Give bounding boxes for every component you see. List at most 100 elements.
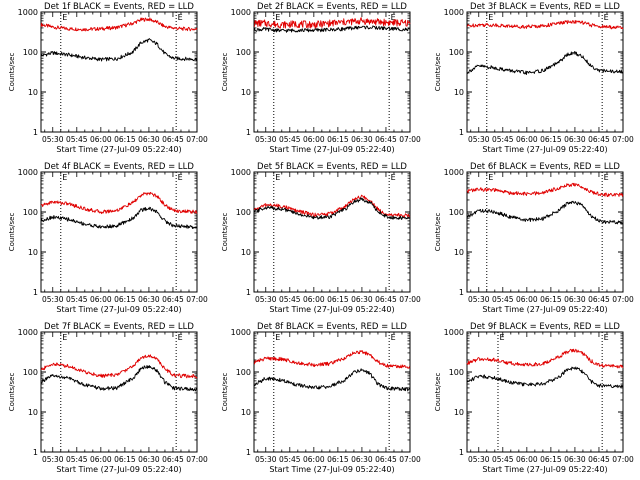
x-tick-label: 06:00 <box>303 135 325 144</box>
event-marker-label: E <box>604 333 609 342</box>
x-tick-label: 06:45 <box>375 455 397 464</box>
x-tick-label: 06:30 <box>351 295 373 304</box>
plot-frame <box>466 171 624 293</box>
x-tick-label: 05:30 <box>255 135 277 144</box>
x-tick-label: 06:15 <box>327 455 349 464</box>
x-tick-label: 07:00 <box>186 135 208 144</box>
x-tick-label: 06:45 <box>588 295 610 304</box>
chart-panel: Det 6f BLACK = Events, RED = LLD 1 10 100 10… <box>434 162 634 314</box>
x-tick-label: 07:00 <box>612 455 634 464</box>
event-marker-label: E <box>275 333 280 342</box>
event-marker-label: E <box>62 173 67 182</box>
x-tick-label: 05:30 <box>468 295 490 304</box>
x-tick-label: 05:30 <box>42 295 64 304</box>
x-tick-label: 05:45 <box>279 135 301 144</box>
y-tick-label: 1 <box>33 448 38 457</box>
x-tick-label: 06:15 <box>114 455 136 464</box>
event-marker-label: E <box>275 173 280 182</box>
chart-panel: Det 5f BLACK = Events, RED = LLD 1 10 100 10… <box>221 162 421 314</box>
lld-series-line <box>253 194 411 218</box>
event-marker-label: E <box>391 13 396 22</box>
x-tick-label: 06:00 <box>516 455 538 464</box>
x-tick-label: 06:30 <box>564 135 586 144</box>
x-tick-label: 06:30 <box>351 455 373 464</box>
x-tick-label: 07:00 <box>186 455 208 464</box>
lld-series-line <box>40 191 198 215</box>
event-marker-label: E <box>488 13 493 22</box>
x-tick-label: 05:30 <box>255 295 277 304</box>
y-tick-label: 100 <box>23 208 38 217</box>
chart-title: Det 9f BLACK = Events, RED = LLD <box>470 322 620 332</box>
x-tick-label: 06:45 <box>375 135 397 144</box>
x-tick-label: 06:00 <box>516 295 538 304</box>
events-series-line <box>466 366 624 389</box>
y-tick-label: 100 <box>236 208 251 217</box>
x-axis-label: Start Time (27-Jul-09 05:22:40) <box>269 465 394 474</box>
events-series-line <box>253 25 411 33</box>
lld-series-line <box>40 17 198 32</box>
y-tick-label: 1000 <box>444 168 464 177</box>
y-tick-label: 1000 <box>231 168 251 177</box>
lld-series-line <box>466 19 624 30</box>
y-axis-label: Counts/sec <box>434 373 442 412</box>
x-tick-label: 06:00 <box>516 135 538 144</box>
x-tick-label: 06:15 <box>540 455 562 464</box>
y-axis-label: Counts/sec <box>221 53 229 92</box>
x-axis-label: Start Time (27-Jul-09 05:22:40) <box>269 145 394 154</box>
event-marker-label: E <box>499 333 504 342</box>
y-tick-label: 1 <box>459 288 464 297</box>
event-marker-label: E <box>488 173 493 182</box>
y-tick-label: 100 <box>449 368 464 377</box>
event-marker-label: E <box>62 13 67 22</box>
lld-series-line <box>253 350 411 369</box>
x-tick-label: 07:00 <box>399 455 421 464</box>
y-tick-label: 10 <box>28 408 38 417</box>
y-tick-label: 1000 <box>444 8 464 17</box>
x-tick-label: 05:45 <box>492 295 514 304</box>
y-tick-label: 1 <box>459 128 464 137</box>
y-tick-label: 10 <box>28 248 38 257</box>
x-tick-label: 06:30 <box>564 455 586 464</box>
x-tick-label: 07:00 <box>186 295 208 304</box>
x-tick-label: 05:30 <box>42 455 64 464</box>
chart-panel: Det 7f BLACK = Events, RED = LLD 1 10 100 10… <box>8 322 208 474</box>
event-marker-label: E <box>391 333 396 342</box>
x-tick-label: 06:30 <box>138 135 160 144</box>
plot-frame <box>40 331 198 453</box>
x-tick-label: 05:45 <box>492 135 514 144</box>
y-tick-label: 1000 <box>18 168 38 177</box>
x-tick-label: 06:45 <box>588 135 610 144</box>
y-tick-label: 1 <box>246 128 251 137</box>
y-tick-label: 10 <box>241 88 251 97</box>
event-marker-label: E <box>275 13 280 22</box>
lld-series-line <box>466 348 624 369</box>
chart-title: Det 6f BLACK = Events, RED = LLD <box>470 162 620 172</box>
x-tick-label: 06:45 <box>375 295 397 304</box>
y-tick-label: 100 <box>449 208 464 217</box>
x-tick-label: 06:30 <box>564 295 586 304</box>
chart-panel: Det 3f BLACK = Events, RED = LLD 1 10 100 10… <box>434 2 634 154</box>
y-tick-label: 1 <box>246 448 251 457</box>
y-tick-label: 100 <box>23 368 38 377</box>
x-tick-label: 06:45 <box>162 135 184 144</box>
y-axis-label: Counts/sec <box>434 213 442 252</box>
event-marker-label: E <box>178 173 183 182</box>
x-tick-label: 06:45 <box>588 455 610 464</box>
y-tick-label: 100 <box>449 48 464 57</box>
plot-frame <box>40 171 198 293</box>
events-series-line <box>466 200 624 225</box>
events-series-line <box>253 197 411 220</box>
x-axis-label: Start Time (27-Jul-09 05:22:40) <box>482 145 607 154</box>
x-tick-label: 06:00 <box>303 295 325 304</box>
y-axis-label: Counts/sec <box>8 53 16 92</box>
x-tick-label: 05:45 <box>66 455 88 464</box>
plot-frame <box>253 11 411 133</box>
y-tick-label: 10 <box>241 408 251 417</box>
y-axis-label: Counts/sec <box>221 373 229 412</box>
chart-title: Det 8f BLACK = Events, RED = LLD <box>257 322 407 332</box>
x-tick-label: 05:30 <box>42 135 64 144</box>
chart-panel: Det 1f BLACK = Events, RED = LLD 1 10 100 10… <box>8 2 208 154</box>
x-tick-label: 06:15 <box>114 295 136 304</box>
x-tick-label: 05:30 <box>468 135 490 144</box>
chart-title: Det 1f BLACK = Events, RED = LLD <box>44 2 194 12</box>
